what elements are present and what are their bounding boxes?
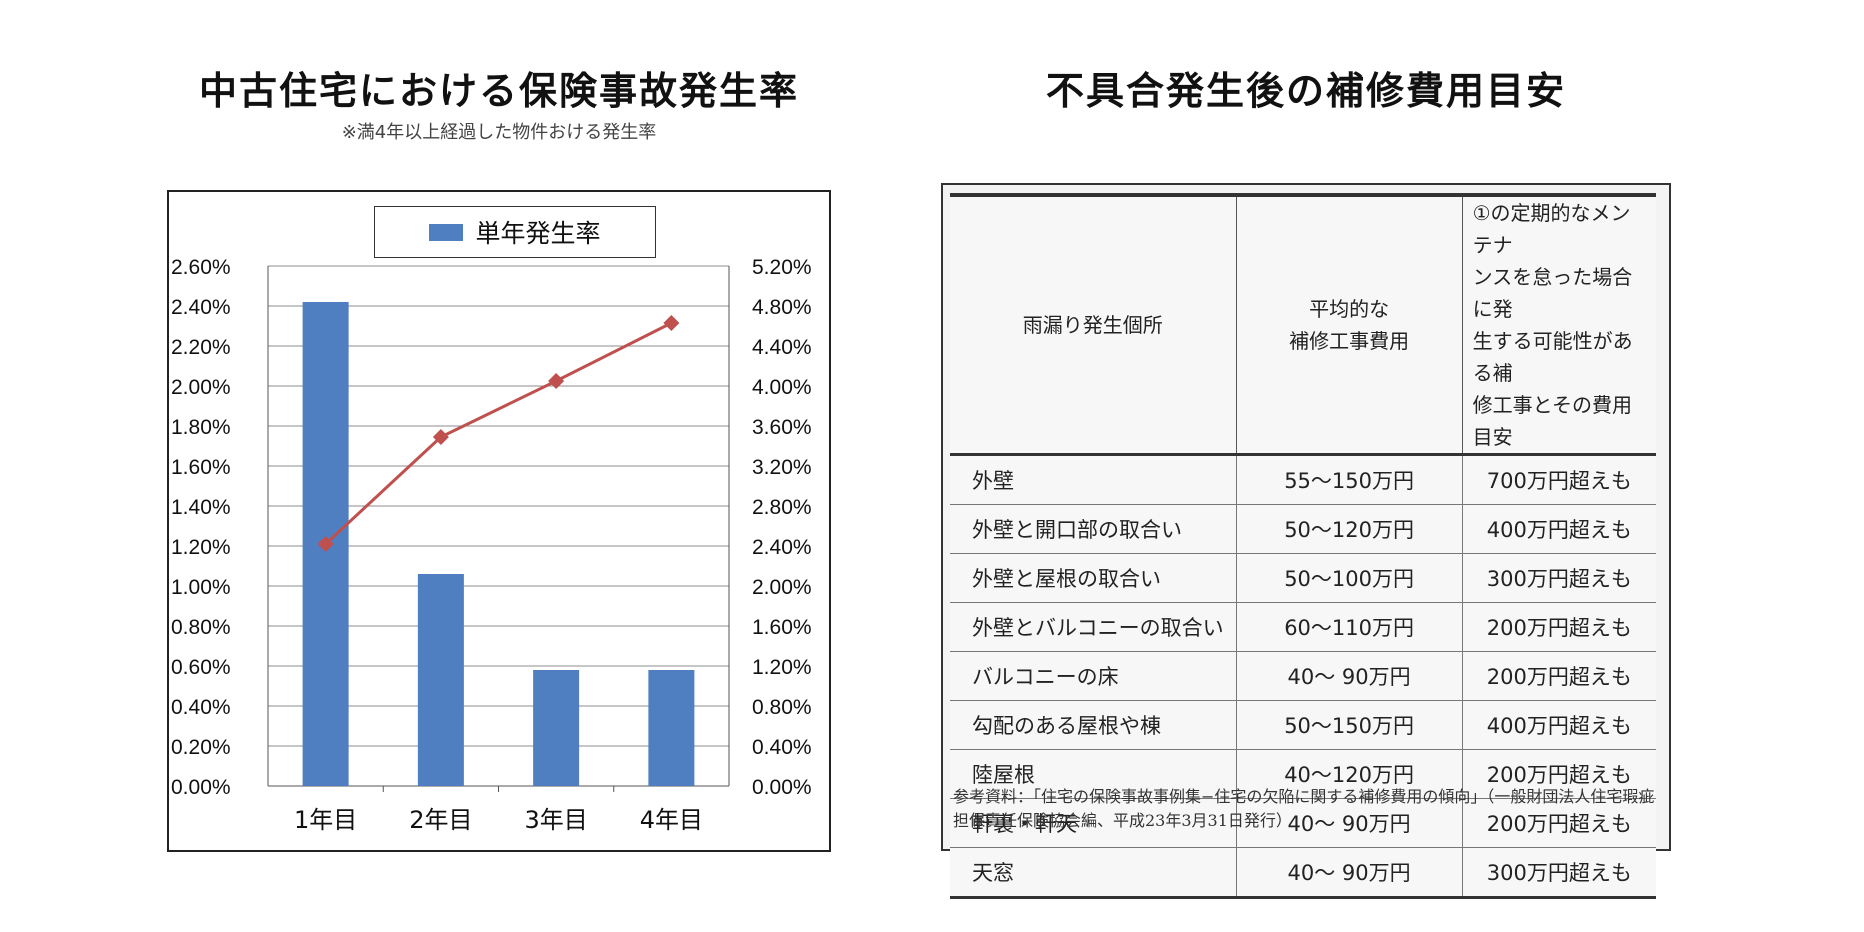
line-point bbox=[663, 315, 680, 331]
cell-location: 外壁とバルコニーの取合い bbox=[950, 602, 1237, 652]
table-row: 陸屋根 40〜120万円 200万円超えも bbox=[950, 749, 1656, 799]
y-right-tick-label: 3.20% bbox=[752, 456, 812, 479]
cell-location: バルコニーの床 bbox=[950, 651, 1237, 701]
bar bbox=[417, 574, 464, 786]
table-row: 外壁と開口部の取合い 50〜120万円 400万円超えも bbox=[950, 504, 1656, 554]
y-right-tick-label: 5.20% bbox=[752, 256, 812, 279]
bar bbox=[533, 670, 580, 786]
cell-average-cost: 50〜100万円 bbox=[1235, 553, 1463, 603]
cell-neglect-cost: 200万円超えも bbox=[1461, 651, 1656, 701]
table-row: 外壁と屋根の取合い 50〜100万円 300万円超えも bbox=[950, 553, 1656, 603]
chart-frame: 0.00% 0.00% 0.20% 0.40% 0.40% 0.80% 0.60% 1.20%… bbox=[167, 190, 831, 852]
x-tick-label: 2年目 bbox=[409, 806, 472, 834]
y-right-tick-label: 0.80% bbox=[752, 696, 812, 719]
y-right-tick-label: 4.00% bbox=[752, 376, 812, 399]
bar bbox=[648, 670, 695, 786]
y-left-tick-label: 0.00% bbox=[171, 776, 231, 799]
cell-location: 軒裏・軒天 bbox=[950, 798, 1237, 848]
cell-neglect-cost: 200万円超えも bbox=[1461, 798, 1656, 848]
left-subtitle: ※満4年以上経過した物件おける発生率 bbox=[341, 122, 657, 143]
line-point bbox=[548, 373, 565, 389]
cell-neglect-cost: 300万円超えも bbox=[1461, 553, 1656, 603]
header-average-cost: 平均的な 補修工事費用 bbox=[1235, 193, 1463, 456]
y-left-tick-label: 2.00% bbox=[171, 376, 231, 399]
y-right-tick-label: 1.20% bbox=[752, 656, 812, 679]
header-neglect-cost: ①の定期的なメンテナ ンスを怠った場合に発 生する可能性がある補 修工事とその費… bbox=[1461, 193, 1656, 456]
y-left-tick-label: 1.40% bbox=[171, 496, 231, 519]
cell-average-cost: 40〜 90万円 bbox=[1235, 798, 1463, 848]
x-tick-label: 3年目 bbox=[524, 806, 587, 834]
table-row: 軒裏・軒天 40〜 90万円 200万円超えも bbox=[950, 798, 1656, 848]
cell-neglect-cost: 400万円超えも bbox=[1461, 504, 1656, 554]
cell-location: 勾配のある屋根や棟 bbox=[950, 700, 1237, 750]
chart-legend: 単年発生率 bbox=[374, 206, 656, 258]
cell-average-cost: 55〜150万円 bbox=[1235, 454, 1463, 505]
table-row: 天窓 40〜 90万円 300万円超えも bbox=[950, 847, 1656, 899]
y-left-tick-label: 2.60% bbox=[171, 256, 231, 279]
line-point bbox=[317, 536, 334, 552]
table-source-note: 参考資料：「住宅の保険事故事例集−住宅の欠陥に関する補修費用の傾向」（一般財団法… bbox=[953, 787, 1655, 830]
cell-location: 外壁と屋根の取合い bbox=[950, 553, 1237, 603]
y-right-tick-label: 2.00% bbox=[752, 576, 812, 599]
y-left-tick-label: 1.60% bbox=[171, 456, 231, 479]
y-left-tick-label: 1.00% bbox=[171, 576, 231, 599]
y-left-tick-label: 0.60% bbox=[171, 656, 231, 679]
y-left-tick-label: 1.20% bbox=[171, 536, 231, 559]
y-right-tick-label: 0.40% bbox=[752, 736, 812, 759]
cell-neglect-cost: 700万円超えも bbox=[1461, 454, 1656, 505]
cell-average-cost: 40〜 90万円 bbox=[1235, 847, 1463, 899]
left-title: 中古住宅における保険事故発生率 bbox=[198, 69, 799, 113]
cell-neglect-cost: 300万円超えも bbox=[1461, 847, 1656, 899]
cell-average-cost: 50〜150万円 bbox=[1235, 700, 1463, 750]
y-left-tick-label: 2.20% bbox=[171, 336, 231, 359]
cell-average-cost: 40〜120万円 bbox=[1235, 749, 1463, 799]
insurance-accident-rate-chart: 0.00% 0.00% 0.20% 0.40% 0.40% 0.80% 0.60% 1.20%… bbox=[171, 256, 812, 834]
y-left-tick-label: 1.80% bbox=[171, 416, 231, 439]
x-tick-label: 1年目 bbox=[294, 806, 357, 834]
cell-average-cost: 60〜110万円 bbox=[1235, 602, 1463, 652]
repair-cost-table: 雨漏り発生個所 平均的な 補修工事費用 ①の定期的なメンテナ ンスを怠った場合に… bbox=[950, 193, 1656, 899]
legend-swatch-bar bbox=[429, 223, 464, 241]
y-right-tick-label: 0.00% bbox=[752, 776, 812, 799]
table-row: 外壁 55〜150万円 700万円超えも bbox=[950, 454, 1656, 505]
repair-cost-table-frame: 雨漏り発生個所 平均的な 補修工事費用 ①の定期的なメンテナ ンスを怠った場合に… bbox=[941, 183, 1671, 899]
line-point bbox=[432, 429, 449, 445]
cell-neglect-cost: 400万円超えも bbox=[1461, 700, 1656, 750]
cell-location: 外壁と開口部の取合い bbox=[950, 504, 1237, 554]
y-right-tick-label: 4.40% bbox=[752, 336, 812, 359]
table-row: 勾配のある屋根や棟 50〜150万円 400万円超えも bbox=[950, 700, 1656, 750]
right-title: 不具合発生後の補修費用目安 bbox=[1045, 69, 1566, 113]
cell-location: 外壁 bbox=[950, 454, 1237, 505]
y-left-tick-label: 2.40% bbox=[171, 296, 231, 319]
y-right-tick-label: 3.60% bbox=[752, 416, 812, 439]
y-left-tick-label: 0.80% bbox=[171, 616, 231, 639]
x-tick-label: 4年目 bbox=[640, 806, 703, 834]
cell-location: 天窓 bbox=[950, 847, 1237, 899]
y-right-tick-label: 2.80% bbox=[752, 496, 812, 519]
cell-neglect-cost: 200万円超えも bbox=[1461, 749, 1656, 799]
y-right-tick-label: 1.60% bbox=[752, 616, 812, 639]
y-right-tick-label: 2.40% bbox=[752, 536, 812, 559]
y-left-tick-label: 0.20% bbox=[171, 736, 231, 759]
cell-neglect-cost: 200万円超えも bbox=[1461, 602, 1656, 652]
table-row: 外壁とバルコニーの取合い 60〜110万円 200万円超えも bbox=[950, 602, 1656, 652]
cell-average-cost: 40〜 90万円 bbox=[1235, 651, 1463, 701]
header-location: 雨漏り発生個所 bbox=[950, 193, 1237, 456]
legend-label: 単年発生率 bbox=[475, 219, 601, 248]
table-header-row: 雨漏り発生個所 平均的な 補修工事費用 ①の定期的なメンテナ ンスを怠った場合に… bbox=[950, 193, 1656, 456]
cell-average-cost: 50〜120万円 bbox=[1235, 504, 1463, 554]
y-left-tick-label: 0.40% bbox=[171, 696, 231, 719]
table-row: バルコニーの床 40〜 90万円 200万円超えも bbox=[950, 651, 1656, 701]
y-right-tick-label: 4.80% bbox=[752, 296, 812, 319]
line-series bbox=[324, 321, 673, 546]
